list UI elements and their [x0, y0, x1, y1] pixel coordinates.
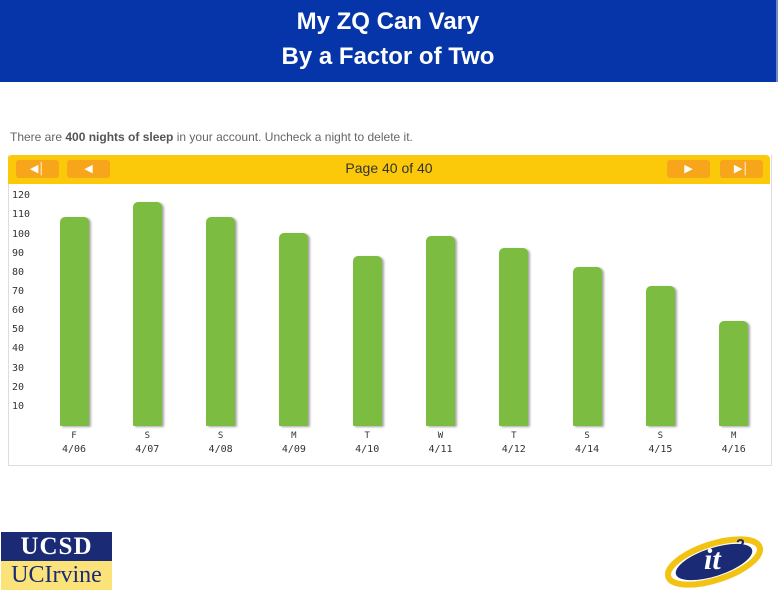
y-tick-label: 80 [12, 266, 25, 278]
sleep-bar[interactable] [352, 255, 382, 426]
pager-bar [8, 155, 770, 184]
previous-page-button[interactable]: ◀ [67, 160, 110, 178]
x-date-label: 4/08 [208, 444, 233, 455]
x-date-label: 4/10 [355, 444, 380, 455]
x-date-label: 4/09 [281, 444, 306, 455]
y-tick-label: 110 [12, 209, 31, 221]
x-day-label: T [511, 431, 517, 441]
y-tick-label: 40 [12, 343, 25, 355]
x-date-label: 4/14 [575, 444, 600, 455]
slide-title-bar [0, 0, 778, 82]
svg-text:2: 2 [736, 537, 745, 554]
x-date-label: 4/11 [428, 444, 453, 455]
y-tick-label: 50 [12, 324, 25, 336]
uc-irvine-logo: UCIrvine [1, 561, 112, 590]
last-page-icon: ▶│ [733, 163, 750, 175]
account-info: There are 400 nights of sleep in your ac… [10, 130, 413, 144]
last-page-button[interactable]: ▶│ [720, 160, 763, 178]
page-indicator: Page 40 of 40 [345, 160, 433, 176]
x-day-label: T [364, 431, 370, 441]
sleep-bar[interactable] [572, 267, 602, 426]
y-tick-label: 90 [12, 247, 25, 259]
next-page-icon: ▶ [684, 163, 693, 175]
x-day-label: S [657, 431, 664, 441]
first-page-button[interactable]: ◀│ [16, 160, 59, 178]
slide-title-line-1: My ZQ Can Vary [296, 8, 480, 35]
first-page-icon: ◀│ [29, 163, 46, 175]
next-page-button[interactable]: ▶ [667, 160, 710, 178]
sleep-bar[interactable] [426, 236, 455, 426]
svg-text:it: it [704, 543, 722, 576]
y-tick-label: 120 [12, 190, 31, 202]
sleep-bar[interactable] [206, 217, 236, 426]
y-tick-label: 30 [12, 362, 25, 374]
y-tick-label: 100 [12, 228, 31, 240]
x-date-label: 4/07 [135, 444, 160, 455]
x-date-label: 4/06 [61, 444, 87, 455]
account-info-prefix: There are [10, 130, 66, 144]
ucsd-logo: UCSD [1, 532, 112, 561]
sleep-bar[interactable] [132, 201, 162, 426]
x-day-label: M [291, 431, 297, 441]
y-tick-label: 60 [12, 305, 25, 317]
x-date-label: 4/12 [501, 444, 526, 455]
x-day-label: M [730, 431, 737, 441]
x-date-label: 4/15 [648, 444, 673, 455]
y-tick-label: 70 [12, 285, 25, 297]
x-day-label: F [71, 431, 77, 441]
sleep-bar[interactable] [499, 247, 529, 426]
sleep-bar[interactable] [719, 320, 749, 426]
x-day-label: W [437, 431, 444, 441]
night-count: 400 nights of sleep [65, 130, 174, 144]
x-day-label: S [144, 431, 150, 441]
account-info-suffix: in your account. Uncheck a night to dele… [173, 130, 413, 144]
it2-logo: it 2 [665, 536, 763, 588]
slide-title-line-2: By a Factor of Two [281, 43, 495, 70]
sleep-bar[interactable] [645, 286, 675, 426]
x-day-label: S [217, 431, 224, 441]
x-date-label: 4/16 [721, 444, 746, 455]
y-tick-label: 10 [12, 400, 25, 412]
previous-page-icon: ◀ [84, 163, 93, 175]
x-day-label: S [584, 431, 590, 441]
sleep-bar[interactable] [59, 217, 89, 426]
sleep-bar[interactable] [279, 232, 309, 426]
y-tick-label: 20 [12, 381, 25, 393]
